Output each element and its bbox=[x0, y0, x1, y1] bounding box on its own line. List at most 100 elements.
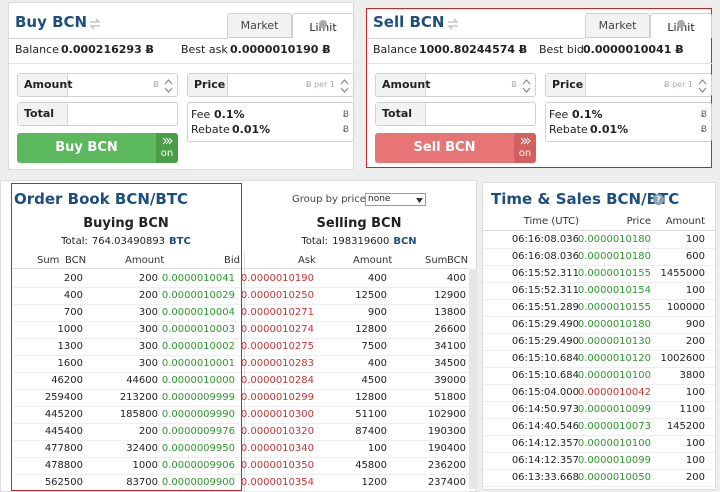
toggle-button[interactable]: on bbox=[514, 133, 536, 163]
cell: 46200 bbox=[51, 375, 83, 386]
row-rule bbox=[11, 406, 244, 407]
cell: 44600 bbox=[126, 375, 158, 386]
tab-info-icon bbox=[318, 12, 328, 28]
trade-time: 06:14:12.357 bbox=[511, 438, 579, 449]
cell: 400 bbox=[367, 358, 387, 369]
tab-limit[interactable]: Limit bbox=[292, 13, 354, 38]
cell: 445400 bbox=[44, 426, 83, 437]
row-rule bbox=[11, 423, 244, 424]
col-header: Amount bbox=[665, 216, 705, 227]
trade-amount: 100 bbox=[685, 285, 705, 296]
cell: 32400 bbox=[126, 443, 158, 454]
submit-button[interactable]: Buy BCN bbox=[17, 133, 156, 163]
row-rule bbox=[483, 367, 715, 368]
cell: 51800 bbox=[434, 392, 466, 403]
select-arrow bbox=[416, 197, 423, 203]
row-rule bbox=[11, 338, 244, 339]
tab-limit[interactable]: Limit bbox=[650, 13, 712, 38]
trade-amount: 200 bbox=[685, 336, 705, 347]
header-rule bbox=[245, 268, 469, 269]
book-divider bbox=[244, 251, 245, 491]
help-icon[interactable]: ? bbox=[653, 194, 664, 205]
trade-price: 0.0000010180 bbox=[577, 319, 651, 330]
price-cell: 0.0000010271 bbox=[240, 307, 314, 318]
cell: 477800 bbox=[44, 443, 83, 454]
amount-field[interactable]: Amount Ƀ bbox=[17, 73, 178, 97]
side-total: Total: 764.03490893 BTC bbox=[26, 235, 226, 249]
cell: 1000 bbox=[57, 324, 83, 335]
trade-price: 0.0000010155 bbox=[577, 268, 651, 279]
trade-time: 06:14:50.973 bbox=[511, 404, 579, 415]
total-label: Total bbox=[18, 103, 68, 125]
total-field[interactable]: Total bbox=[375, 102, 536, 126]
best-label: Best ask bbox=[181, 43, 228, 56]
fee-unit: Ƀ bbox=[342, 110, 349, 120]
row-rule bbox=[245, 338, 469, 339]
cell: 213200 bbox=[119, 392, 158, 403]
row-rule bbox=[245, 440, 469, 441]
row-rule bbox=[483, 384, 715, 385]
price-cell: 0.0000010004 bbox=[161, 307, 235, 318]
amount-field[interactable]: Amount Ƀ bbox=[375, 73, 536, 97]
row-rule bbox=[245, 457, 469, 458]
trade-price: 0.0000010120 bbox=[577, 353, 651, 364]
best-value: 0.0000010041 Ƀ bbox=[583, 43, 684, 56]
trade-price: 0.0000010100 bbox=[577, 370, 651, 381]
cell: 259400 bbox=[44, 392, 83, 403]
submit-button[interactable]: Sell BCN bbox=[375, 133, 514, 163]
trade-amount: 1002600 bbox=[660, 353, 705, 364]
spinner bbox=[522, 78, 531, 93]
balance-label: Balance bbox=[15, 43, 59, 56]
time-sales-title: Time & Sales BCN/BTC bbox=[491, 190, 680, 208]
time-sales-panel: Time & Sales BCN/BTC? Time (UTC) Price Amou… bbox=[482, 182, 716, 490]
cell: 300 bbox=[138, 307, 158, 318]
row-rule bbox=[245, 389, 469, 390]
price-cell: 0.0000010283 bbox=[240, 358, 314, 369]
tab-rule bbox=[367, 38, 585, 39]
swap-icon bbox=[89, 15, 101, 30]
panel-title: Buy BCN bbox=[15, 13, 88, 31]
total-field[interactable]: Total bbox=[17, 102, 178, 126]
row-rule bbox=[11, 440, 244, 441]
cell: 1300 bbox=[57, 341, 83, 352]
price-cell: 0.0000010041 bbox=[161, 273, 235, 284]
trade-price: 0.0000010154 bbox=[577, 285, 651, 296]
trade-time: 06:15:10.684 bbox=[511, 353, 579, 364]
tab-market[interactable]: Market bbox=[585, 13, 650, 38]
row-rule bbox=[483, 401, 715, 402]
price-label: Price bbox=[188, 74, 228, 96]
trade-time: 06:16:08.036 bbox=[511, 234, 579, 245]
price-cell: 0.0000010350 bbox=[240, 460, 314, 471]
row-rule bbox=[483, 486, 715, 487]
cell: 12900 bbox=[434, 290, 466, 301]
toggle-button[interactable]: on bbox=[156, 133, 178, 163]
tab-rule bbox=[9, 38, 227, 39]
fee-label: Fee bbox=[191, 108, 211, 121]
price-cell: 0.0000009990 bbox=[161, 409, 235, 420]
balance-value: 1000.80244574 Ƀ bbox=[419, 43, 528, 56]
row-rule bbox=[245, 372, 469, 373]
cell: 300 bbox=[138, 358, 158, 369]
row-rule bbox=[11, 457, 244, 458]
row-rule bbox=[245, 423, 469, 424]
trade-time: 06:15:29.490 bbox=[511, 319, 579, 330]
fee-unit: Ƀ bbox=[700, 110, 707, 120]
price-field[interactable]: Price Ƀ per 1 bbox=[545, 73, 712, 97]
cell: 190400 bbox=[427, 443, 466, 454]
cell: 185800 bbox=[119, 409, 158, 420]
row-rule bbox=[245, 355, 469, 356]
trade-amount: 900 bbox=[685, 319, 705, 330]
row-rule bbox=[245, 287, 469, 288]
price-cell: 0.0000009976 bbox=[161, 426, 235, 437]
tab-market[interactable]: Market bbox=[227, 13, 292, 38]
trade-time: 06:15:52.311 bbox=[511, 268, 579, 279]
cell: 400 bbox=[367, 273, 387, 284]
group-select[interactable]: none bbox=[365, 193, 426, 206]
price-field[interactable]: Price Ƀ per 1 bbox=[187, 73, 354, 97]
row-rule bbox=[483, 435, 715, 436]
trade-price: 0.0000010073 bbox=[577, 421, 651, 432]
rebate-value: 0.01% bbox=[232, 123, 271, 136]
cell: 300 bbox=[138, 324, 158, 335]
row-rule bbox=[11, 474, 244, 475]
